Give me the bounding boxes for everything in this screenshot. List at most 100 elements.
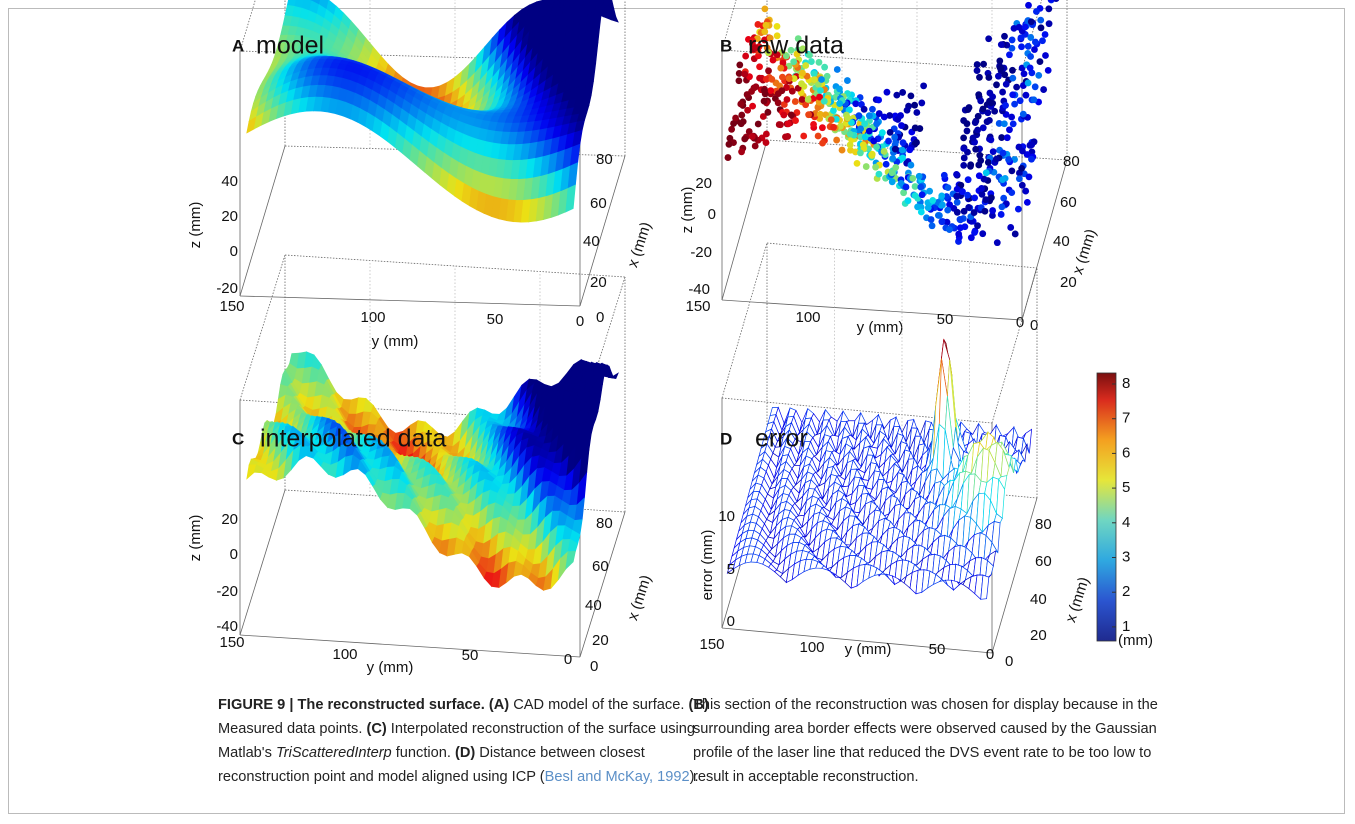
- data-point: [985, 35, 992, 42]
- data-point: [905, 197, 912, 204]
- data-point: [908, 162, 915, 169]
- data-point: [1018, 165, 1025, 172]
- data-point: [805, 111, 812, 118]
- data-point: [788, 111, 795, 118]
- data-point: [999, 89, 1006, 96]
- data-point: [989, 93, 996, 100]
- x-tick-label: 80: [1063, 153, 1080, 170]
- y-tick-label: 0: [986, 646, 994, 663]
- data-point: [1006, 51, 1013, 58]
- data-point: [836, 100, 843, 107]
- data-point: [738, 120, 745, 127]
- data-point: [1030, 96, 1037, 103]
- data-point: [1040, 86, 1047, 93]
- data-point: [1008, 167, 1015, 174]
- data-point: [909, 175, 916, 182]
- y-tick-label: 50: [487, 311, 504, 328]
- data-point: [1038, 24, 1045, 31]
- data-point: [988, 136, 995, 143]
- data-point: [737, 101, 744, 108]
- data-point: [974, 67, 981, 74]
- y-tick-label: 150: [699, 636, 724, 653]
- data-point: [885, 138, 892, 145]
- data-point: [789, 88, 796, 95]
- data-point: [960, 134, 967, 141]
- data-point: [980, 61, 987, 68]
- data-point: [856, 112, 863, 119]
- caption-left: FIGURE 9 | The reconstructed surface. (A…: [218, 693, 709, 789]
- z-tick-label: 0: [230, 546, 238, 563]
- data-point: [1032, 83, 1039, 90]
- data-point: [908, 92, 915, 99]
- data-point: [872, 164, 879, 171]
- data-point: [847, 142, 854, 149]
- data-point: [876, 171, 883, 178]
- axis-box: [240, 490, 285, 635]
- data-point: [1032, 39, 1039, 46]
- data-point: [1025, 80, 1032, 87]
- data-point: [953, 193, 960, 200]
- z-tick-label: -40: [216, 618, 238, 635]
- data-point: [753, 83, 760, 90]
- z-axis-label: z (mm): [187, 515, 204, 562]
- caption-text: Measured data points.: [218, 721, 362, 737]
- data-point: [1037, 17, 1044, 24]
- data-point: [929, 197, 936, 204]
- data-point: [784, 133, 791, 140]
- data-point: [929, 222, 936, 229]
- data-point: [857, 125, 864, 132]
- x-tick-label: 60: [592, 558, 609, 575]
- data-point: [817, 87, 824, 94]
- caption-text: reconstruction point and model aligned u…: [218, 769, 545, 785]
- data-point: [989, 207, 996, 214]
- axis-box: [240, 296, 580, 306]
- citation-link[interactable]: Besl and McKay, 1992: [545, 769, 690, 785]
- data-point: [844, 77, 851, 84]
- x-tick-label: 40: [583, 233, 600, 250]
- data-point: [1026, 174, 1033, 181]
- data-point: [898, 122, 905, 129]
- data-point: [938, 218, 945, 225]
- data-point: [1018, 34, 1025, 41]
- data-point: [798, 80, 805, 87]
- data-point: [982, 208, 989, 215]
- data-point: [819, 124, 826, 131]
- data-point: [985, 74, 992, 81]
- data-point: [873, 144, 880, 151]
- data-point: [935, 212, 942, 219]
- data-point: [870, 138, 877, 145]
- data-point: [978, 185, 985, 192]
- data-point: [977, 97, 984, 104]
- data-point: [976, 152, 983, 159]
- data-point: [847, 131, 854, 138]
- data-point: [1008, 114, 1015, 121]
- data-point: [955, 231, 962, 238]
- caption-text: Matlab's: [218, 745, 272, 761]
- data-point: [780, 112, 787, 119]
- data-point: [810, 121, 817, 128]
- data-point: [968, 234, 975, 241]
- data-point: [974, 222, 981, 229]
- data-point: [1045, 5, 1052, 12]
- data-point: [960, 162, 967, 169]
- data-point: [913, 139, 920, 146]
- data-point: [1009, 91, 1016, 98]
- data-point: [761, 87, 768, 94]
- data-point: [918, 209, 925, 216]
- data-point: [961, 155, 968, 162]
- x-tick-label: 60: [1035, 553, 1052, 570]
- data-point: [998, 65, 1005, 72]
- data-point: [1001, 33, 1008, 40]
- data-point: [741, 71, 748, 78]
- data-point: [1005, 156, 1012, 163]
- x-tick-label: 40: [1053, 233, 1070, 250]
- z-tick-label: 5: [727, 561, 735, 578]
- panel-letter: B: [720, 36, 732, 55]
- colorbar: [1097, 373, 1116, 641]
- axis-box: [240, 635, 580, 657]
- data-point: [889, 169, 896, 176]
- data-point: [763, 22, 770, 29]
- caption-text: FIGURE 9 | The reconstructed surface.: [218, 697, 485, 713]
- data-point: [971, 209, 978, 216]
